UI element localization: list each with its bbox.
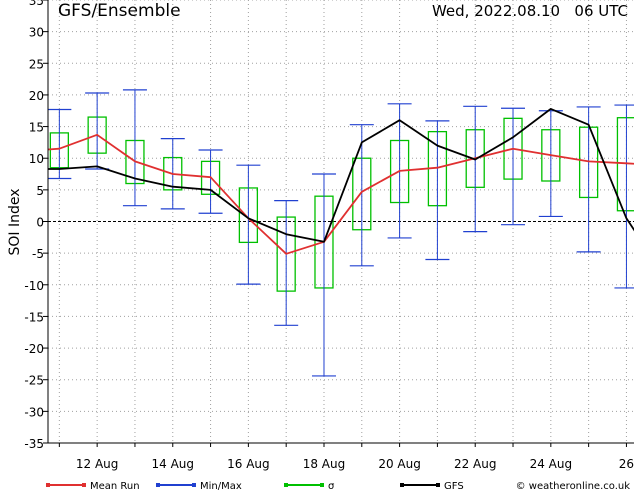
mean-run-line	[48, 133, 634, 255]
y-tick-label: -15	[24, 310, 44, 324]
x-tick-label: 16 Aug	[227, 457, 270, 471]
legend-marker	[400, 483, 404, 487]
y-tick-labels: 35 30 25 20 15 10 5 0 -5 -10 -15 -20 -25 -30 -35	[24, 0, 44, 451]
x-tick-label: 18 Aug	[303, 457, 346, 471]
legend-marker	[436, 483, 440, 487]
y-tick-label: 30	[29, 26, 44, 40]
mean-run-series	[48, 133, 634, 255]
legend-marker	[46, 483, 50, 487]
y-axis-title: SOI Index	[7, 188, 23, 255]
legend-label: Mean Run	[90, 481, 140, 490]
y-tick-label: 5	[36, 184, 44, 198]
axes	[47, 0, 634, 444]
y-tick-label: -30	[24, 405, 44, 419]
y-tick-label: -20	[24, 342, 44, 356]
y-tick-label: 15	[29, 121, 44, 135]
y-tick-label: 10	[29, 152, 44, 166]
legend-marker	[156, 483, 160, 487]
x-tick-label: 14 Aug	[152, 457, 195, 471]
gfs-line	[48, 108, 634, 243]
x-tick-label: 20 Aug	[378, 457, 421, 471]
y-tick-label: 35	[29, 0, 44, 8]
y-tick-label: 25	[29, 57, 44, 71]
legend-marker	[320, 483, 324, 487]
x-tick-labels: 12 Aug 14 Aug 16 Aug 18 Aug 20 Aug 22 Aug 24 A…	[76, 457, 634, 471]
y-tick-label: 0	[36, 216, 44, 230]
legend-label: GFS	[444, 481, 464, 490]
legend-label: σ	[328, 481, 335, 490]
y-tick-label: 20	[29, 89, 44, 103]
y-tick-label: -5	[32, 247, 44, 261]
y-tick-label: -25	[24, 374, 44, 388]
credit-text: © weatheronline.co.uk	[516, 481, 631, 490]
legend: Mean Run Min/Max σ GFS	[46, 481, 464, 490]
chart-title: GFS/Ensemble	[58, 1, 181, 21]
legend-marker	[192, 483, 196, 487]
legend-label: Min/Max	[200, 481, 242, 490]
y-tick-label: -35	[24, 437, 44, 451]
x-tick-label: 22 Aug	[454, 457, 497, 471]
x-tick-label: 26	[619, 457, 634, 471]
run-datetime: Wed, 2022.08.10 06 UTC	[432, 2, 628, 20]
x-tick-label: 24 Aug	[530, 457, 573, 471]
legend-marker	[284, 483, 288, 487]
legend-marker	[82, 483, 86, 487]
y-tick-label: -10	[24, 279, 44, 293]
grid-layer	[43, 0, 634, 447]
x-tick-label: 12 Aug	[76, 457, 119, 471]
gfs-series	[48, 108, 634, 243]
minmax-whiskers	[48, 89, 634, 377]
